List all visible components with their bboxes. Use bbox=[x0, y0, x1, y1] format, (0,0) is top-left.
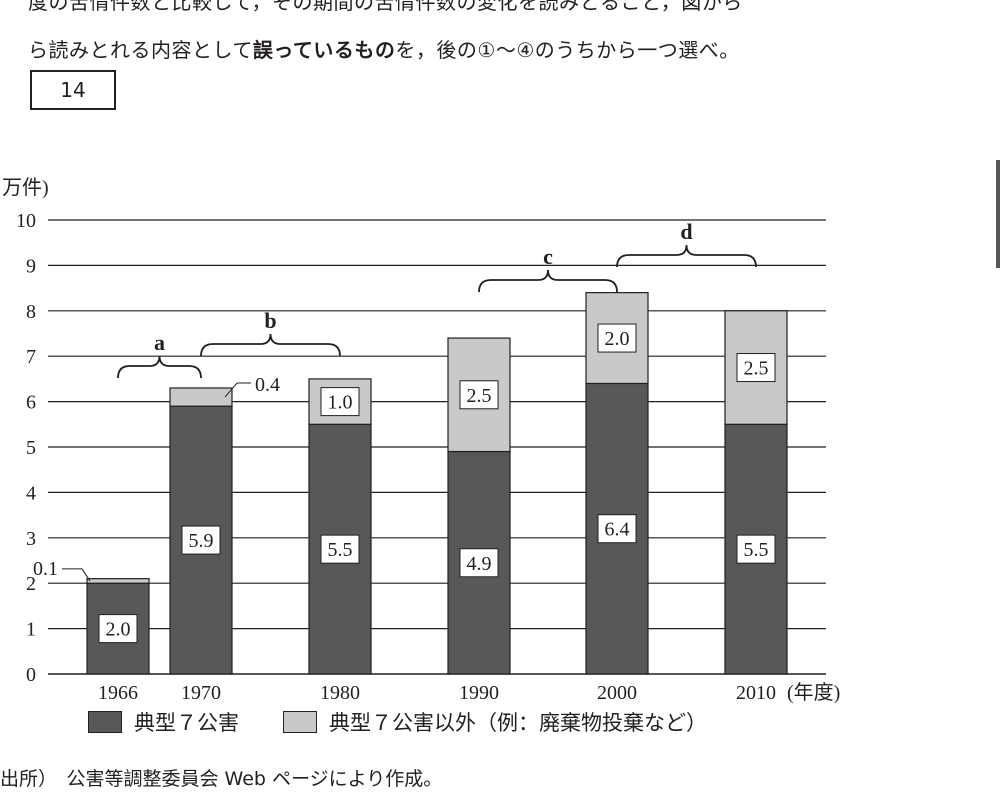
value-label-2000-typical-box bbox=[597, 514, 637, 544]
page-edge-mark bbox=[996, 160, 1000, 268]
question-text-emphasis: 誤っているもの bbox=[252, 38, 396, 62]
question-text-line2: ら読みとれる内容として誤っているものを，後の①～④のうちから一つ選べ。 bbox=[28, 34, 740, 63]
source-note: 出所） 公害等調整委員会 Web ページにより作成。 bbox=[0, 768, 443, 790]
value-label-1980-typical: 5.5 bbox=[328, 539, 353, 561]
value-label-1980-other: 1.0 bbox=[328, 392, 353, 414]
value-label-1990-other: 2.5 bbox=[467, 385, 492, 407]
y-tick-label-4: 4 bbox=[26, 482, 36, 504]
period-bracket-d bbox=[616, 244, 757, 268]
bar-1966-other bbox=[86, 578, 150, 584]
y-tick-label-9: 9 bbox=[26, 255, 36, 277]
period-bracket-a-label: a bbox=[154, 330, 165, 355]
value-label-2010-typical: 5.5 bbox=[744, 539, 769, 561]
x-tick-label-1970: 1970 bbox=[181, 682, 221, 704]
legend-item-other: 典型７公害以外（例：廃棄物投棄など） bbox=[283, 707, 707, 737]
bar-1970-other bbox=[169, 387, 233, 407]
callout-line-1966-other bbox=[62, 568, 91, 582]
value-label-1966-typical: 2.0 bbox=[106, 619, 131, 641]
x-tick-label-2010: 2010 bbox=[736, 682, 776, 704]
legend-item-typical: 典型７公害 bbox=[88, 707, 239, 737]
chart-legend: 典型７公害 典型７公害以外（例：廃棄物投棄など） bbox=[88, 707, 751, 737]
y-axis-label: 万件) bbox=[2, 176, 49, 199]
y-tick-label-6: 6 bbox=[26, 392, 36, 414]
question-text-pre: ら読みとれる内容として bbox=[28, 38, 253, 62]
x-tick-label-1990: 1990 bbox=[459, 682, 499, 704]
answer-number-box: 14 bbox=[30, 70, 116, 110]
legend-swatch-other bbox=[283, 711, 317, 733]
x-tick-label-1966: 1966 bbox=[98, 682, 138, 704]
y-tick-label-10: 10 bbox=[16, 210, 36, 232]
value-label-1980-other-box bbox=[320, 387, 360, 417]
value-label-2010-other-box bbox=[736, 353, 776, 383]
period-bracket-a bbox=[117, 355, 202, 379]
x-tick-label-2000: 2000 bbox=[597, 682, 637, 704]
y-tick-label-5: 5 bbox=[26, 437, 36, 459]
x-tick-label-1980: 1980 bbox=[320, 682, 360, 704]
question-text-post: を，後の①～④のうちから一つ選べ。 bbox=[395, 38, 740, 62]
y-tick-label-2: 2 bbox=[26, 573, 36, 595]
value-label-1990-typical-box bbox=[459, 548, 499, 578]
value-label-2000-other-box bbox=[597, 323, 637, 353]
legend-label-other: 典型７公害以外（例：廃棄物投棄など） bbox=[329, 711, 707, 735]
period-bracket-c-label: c bbox=[543, 244, 553, 269]
x-axis-label: (年度) bbox=[787, 681, 840, 704]
value-label-1966-typical-box bbox=[98, 614, 138, 644]
value-label-1970-typical: 5.9 bbox=[189, 530, 214, 552]
value-label-2010-other: 2.5 bbox=[744, 358, 769, 380]
value-label-1980-typical-box bbox=[320, 534, 360, 564]
legend-label-typical: 典型７公害 bbox=[134, 711, 239, 735]
question-text-line1: 度の苦情件数と比較して，その期間の苦情件数の変化を読みとること，図から bbox=[28, 0, 743, 14]
period-bracket-d-label: d bbox=[680, 219, 692, 244]
period-bracket-c bbox=[478, 269, 618, 293]
legend-swatch-typical bbox=[88, 711, 122, 733]
y-tick-label-0: 0 bbox=[26, 664, 36, 686]
value-label-1990-other-box bbox=[459, 380, 499, 410]
value-label-2000-typical: 6.4 bbox=[605, 519, 630, 541]
value-label-2000-other: 2.0 bbox=[605, 328, 630, 350]
period-bracket-b-label: b bbox=[264, 308, 276, 333]
stacked-bar-chart: 万件) 0 1 2 3 4 5 6 7 8 9 10 1966 1970 1980 1990 2000 2010 (… bbox=[2, 176, 840, 704]
value-label-2010-typical-box bbox=[736, 534, 776, 564]
period-bracket-b bbox=[200, 333, 341, 357]
y-tick-label-8: 8 bbox=[26, 301, 36, 323]
value-label-1970-typical-box bbox=[181, 525, 221, 555]
value-label-1990-typical: 4.9 bbox=[467, 553, 492, 575]
value-label-1966-other: 0.1 bbox=[33, 558, 58, 580]
callout-line-1970-other bbox=[224, 382, 251, 398]
y-tick-label-7: 7 bbox=[26, 346, 36, 368]
y-tick-label-1: 1 bbox=[26, 619, 36, 641]
y-tick-label-3: 3 bbox=[26, 528, 36, 550]
value-label-1970-other: 0.4 bbox=[255, 374, 280, 396]
